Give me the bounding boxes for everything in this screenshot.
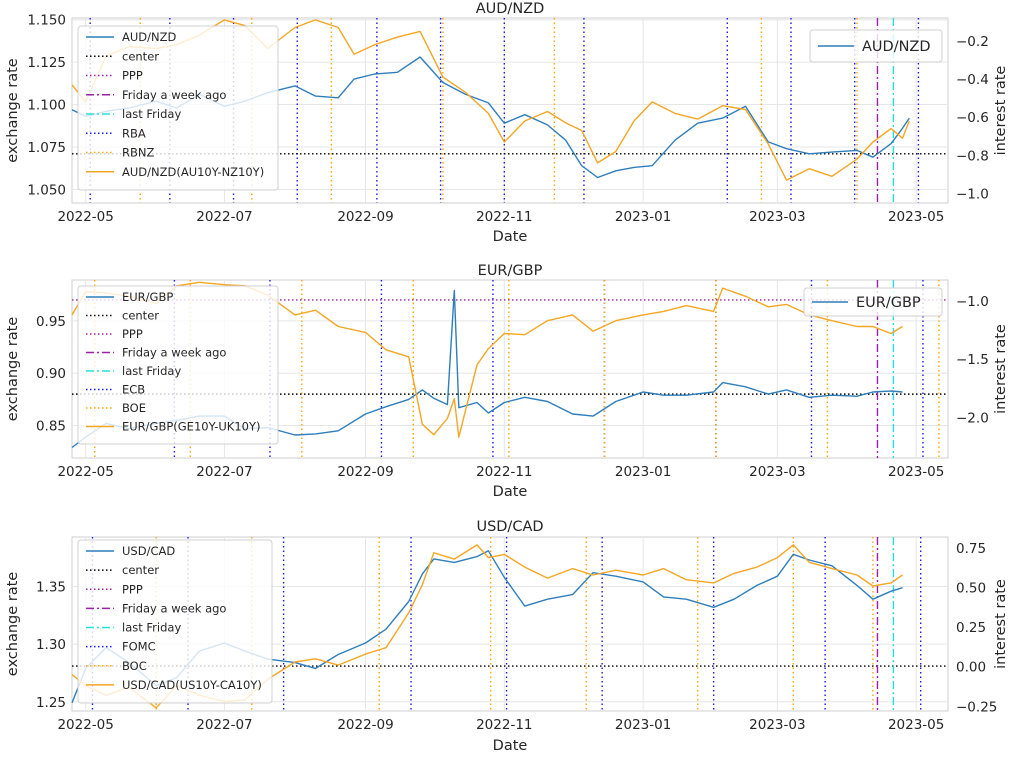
x-tick-label: 2023-03 [749, 209, 805, 225]
y-tick-label: 0.90 [36, 366, 66, 382]
x-tick-label: 2022-05 [57, 464, 113, 480]
legend-label: last Friday [122, 107, 181, 121]
legend-box [803, 287, 943, 317]
x-tick-label: 2023-05 [888, 209, 944, 225]
legend-label: PPP [122, 327, 143, 341]
y-tick-label: 1.100 [27, 98, 66, 114]
chart-panel-2: 0.85 0.90 0.95 2022-05 2022-07 2022-09 2022-11… [5, 263, 1009, 500]
legend-box [809, 29, 943, 63]
x-tick-label: 2023-01 [615, 464, 671, 480]
y-axis-label: exchange rate [5, 317, 21, 421]
x-tick-label: 2022-07 [196, 717, 252, 733]
legend-right: AUD/NZD [809, 29, 943, 63]
legend-label: AUD/NZD [122, 30, 176, 44]
legend-box [77, 285, 279, 445]
y-right-tick-label: −0.8 [956, 148, 989, 164]
y-right-tick-label: −0.4 [956, 72, 989, 88]
y-tick-label: 1.25 [36, 695, 66, 711]
y-tick-label: 1.050 [27, 182, 66, 198]
y-tick-label: 1.125 [27, 55, 66, 71]
x-axis-label: Date [493, 738, 528, 754]
y-right-tick-label: −1.5 [956, 352, 989, 368]
legend: AUD/NZD center PPP Friday a week ago last Fr… [77, 25, 279, 191]
y-tick-label: 1.35 [36, 580, 66, 596]
legend-label: Friday a week ago [122, 88, 226, 102]
chart-panel-3: 1.25 1.30 1.35 2022-05 2022-07 2022-09 2022-11… [5, 519, 1009, 754]
legend-label: center [122, 49, 159, 63]
y-tick-label: 1.30 [36, 637, 66, 653]
y-axis-label-right: interest rate [993, 66, 1009, 156]
y-right-tick-label: −0.25 [956, 699, 997, 715]
y-right-tick-label: −1.0 [956, 186, 989, 202]
y-right-tick-label: −0.6 [956, 110, 989, 126]
y-axis-label: exchange rate [5, 572, 21, 676]
y-right-tick-label: −1.0 [956, 294, 989, 310]
x-tick-label: 2022-09 [337, 464, 393, 480]
legend-label: USD/CAD [122, 544, 175, 558]
legend-label: BOE [122, 401, 146, 415]
y-axis-label: exchange rate [5, 58, 21, 162]
legend-label: EUR/GBP(GE10Y-UK10Y) [122, 420, 261, 434]
x-tick-label: 2023-05 [888, 717, 944, 733]
legend-label: last Friday [122, 621, 181, 635]
chart-panel-1: 1.050 1.075 1.100 1.125 1.150 2022-05 2022-07 2… [5, 1, 1009, 245]
legend-label: FOMC [122, 640, 156, 654]
x-tick-label: 2022-09 [337, 209, 393, 225]
x-tick-label: 2022-11 [476, 464, 532, 480]
y-right-tick-label: 0.75 [956, 541, 986, 557]
y-right-tick-label: −2.0 [956, 410, 989, 426]
legend-label: ECB [122, 383, 145, 397]
legend-right: EUR/GBP [803, 287, 943, 317]
legend-label: EUR/GBP [122, 290, 173, 304]
x-tick-label: 2023-01 [615, 209, 671, 225]
chart-title: EUR/GBP [478, 263, 543, 279]
x-tick-label: 2023-01 [615, 717, 671, 733]
legend-label: AUD/NZD(AU10Y-NZ10Y) [122, 165, 264, 179]
x-axis-label: Date [493, 229, 528, 245]
y-tick-label: 0.85 [36, 419, 66, 435]
y-tick-label: 1.075 [27, 140, 66, 156]
y-tick-label: 1.150 [27, 13, 66, 29]
y-axis-label-right: interest rate [993, 579, 1009, 669]
x-tick-label: 2023-05 [888, 464, 944, 480]
x-tick-label: 2023-03 [749, 717, 805, 733]
legend-label: AUD/NZD [862, 39, 931, 55]
chart-title: AUD/NZD [476, 1, 545, 17]
series-line-spread [71, 19, 910, 181]
x-tick-label: 2022-11 [476, 717, 532, 733]
legend-box [77, 539, 273, 704]
legend: EUR/GBP center PPP Friday a week ago last Fr… [77, 285, 279, 445]
y-right-tick-label: −0.2 [956, 34, 989, 50]
x-tick-label: 2022-07 [196, 464, 252, 480]
x-axis-label: Date [493, 484, 528, 500]
legend-label: center [122, 309, 159, 323]
y-right-tick-label: 0.25 [956, 620, 986, 636]
legend-label: Friday a week ago [122, 601, 226, 615]
legend-label: Friday a week ago [122, 346, 226, 360]
legend-label: USD/CAD(US10Y-CA10Y) [122, 678, 262, 692]
legend-label: EUR/GBP [856, 295, 921, 311]
legend-label: PPP [122, 582, 143, 596]
x-tick-label: 2022-09 [337, 717, 393, 733]
legend-label: center [122, 563, 159, 577]
y-right-tick-label: 0.50 [956, 581, 986, 597]
x-tick-label: 2022-11 [476, 209, 532, 225]
y-tick-label: 0.95 [36, 314, 66, 330]
legend: USD/CAD center PPP Friday a week ago last Fr… [77, 539, 273, 704]
x-tick-label: 2023-03 [749, 464, 805, 480]
y-right-tick-label: 0.00 [956, 660, 986, 676]
legend-label: PPP [122, 69, 143, 83]
legend-box [77, 25, 279, 191]
legend-label: last Friday [122, 364, 181, 378]
legend-label: BOC [122, 659, 147, 673]
y-axis-label-right: interest rate [993, 324, 1009, 414]
legend-label: RBNZ [122, 146, 154, 160]
x-tick-label: 2022-05 [57, 717, 113, 733]
x-tick-label: 2022-05 [57, 209, 113, 225]
series-line-spread [71, 281, 903, 438]
chart-title: USD/CAD [476, 519, 543, 535]
legend-label: RBA [122, 126, 146, 140]
x-tick-label: 2022-07 [196, 209, 252, 225]
